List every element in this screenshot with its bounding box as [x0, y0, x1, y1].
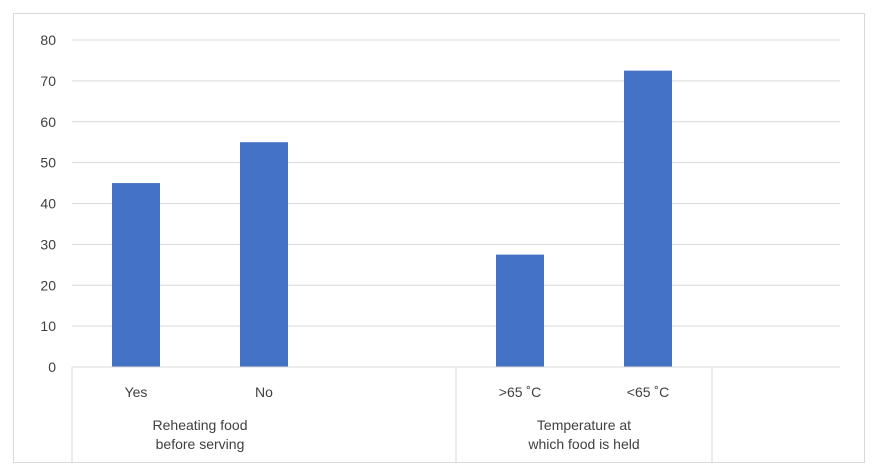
bar [624, 70, 672, 367]
y-axis-ticks: 0 10 20 30 40 50 60 70 80 [40, 32, 56, 375]
bar [496, 254, 544, 367]
y-tick-label: 60 [40, 114, 56, 130]
bar [240, 142, 288, 367]
x-group-label: which food is held [527, 436, 639, 452]
x-category-label: Yes [125, 384, 148, 400]
y-tick-label: 80 [40, 32, 56, 48]
x-group-label: Reheating food [153, 417, 248, 433]
bars [112, 70, 672, 367]
y-tick-label: 30 [40, 236, 56, 252]
y-tick-label: 0 [48, 359, 56, 375]
x-axis: Yes No Reheating food before serving >65 ˚C <… [71, 366, 840, 463]
x-group-label: before serving [156, 436, 245, 452]
bar [112, 183, 160, 367]
y-tick-label: 40 [40, 196, 56, 212]
y-tick-label: 70 [40, 73, 56, 89]
y-tick-label: 20 [40, 277, 56, 293]
y-tick-label: 10 [40, 318, 56, 334]
gridlines [72, 39, 840, 327]
x-category-label: >65 ˚C [499, 384, 541, 400]
x-group-label: Temperature at [537, 417, 631, 433]
x-category-label: <65 ˚C [627, 384, 669, 400]
x-category-label: No [255, 384, 273, 400]
y-tick-label: 50 [40, 155, 56, 171]
